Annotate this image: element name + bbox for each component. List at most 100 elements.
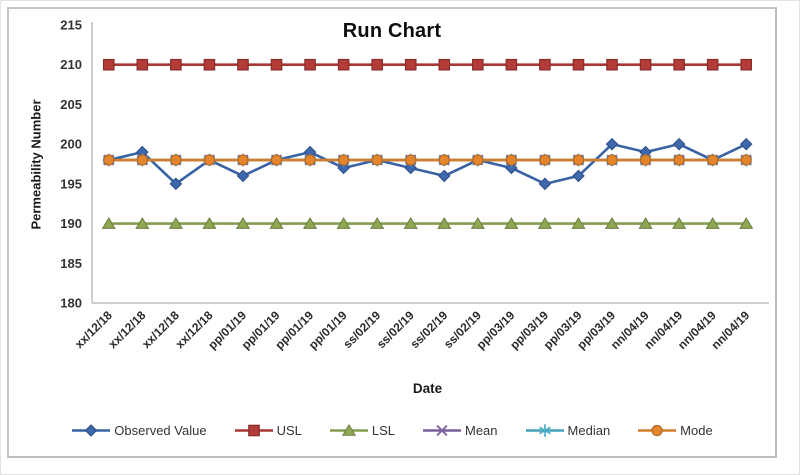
usl-marker (371, 58, 383, 71)
observed-value-marker (538, 177, 552, 191)
y-tick-label: 195 (60, 176, 82, 191)
usl-marker (740, 58, 753, 71)
y-tick-label: 205 (60, 97, 82, 112)
legend-label: Mean (465, 423, 498, 438)
lsl-marker (403, 216, 418, 229)
lsl-marker (269, 216, 284, 229)
usl-marker (472, 58, 484, 71)
usl-marker (438, 58, 451, 71)
observed-value-marker (236, 169, 250, 183)
usl-marker (572, 58, 585, 71)
legend-label: USL (276, 423, 302, 438)
lsl-marker (437, 216, 452, 229)
usl-marker (337, 58, 350, 71)
mode-marker (707, 154, 719, 166)
usl-marker (539, 58, 551, 71)
observed-value-marker (605, 137, 619, 151)
observed-value-marker (169, 177, 183, 191)
legend-square-icon (247, 424, 260, 437)
y-tick-label: 180 (60, 296, 82, 311)
mode-marker (673, 154, 685, 166)
legend-x-icon (436, 425, 448, 436)
mode-marker (270, 154, 283, 166)
legend-label: LSL (371, 423, 395, 438)
legend-marker-lsl (329, 423, 368, 436)
mode-marker (639, 154, 652, 166)
mode-marker (438, 154, 450, 166)
series-observed-value[interactable] (102, 137, 753, 191)
lsl-marker (336, 216, 351, 229)
legend-label: Observed Value (114, 423, 207, 438)
lsl-marker (101, 216, 116, 229)
legend-item-mean[interactable]: Mean (422, 423, 498, 438)
legend-marker-usl (234, 424, 273, 437)
y-tick-label: 185 (60, 256, 82, 271)
legend-marker-observed-value (72, 424, 111, 437)
observed-value-marker (337, 161, 350, 175)
legend-label: Median (567, 423, 611, 438)
lsl-marker (571, 216, 586, 229)
y-tick-label: 190 (60, 216, 82, 231)
mode-marker (103, 154, 115, 166)
usl-marker (136, 58, 149, 71)
lsl-marker (739, 216, 754, 229)
mode-marker (572, 154, 585, 166)
y-tick-label: 215 (60, 18, 82, 33)
legend-item-mode[interactable]: Mode (637, 423, 713, 438)
mode-marker (203, 154, 216, 166)
usl-marker (237, 58, 249, 71)
usl-marker (102, 58, 115, 71)
lsl-marker (168, 216, 183, 229)
observed-value-marker (739, 137, 753, 151)
usl-marker (606, 58, 618, 71)
usl-marker (404, 58, 417, 71)
legend-item-observed-value[interactable]: Observed Value (71, 423, 207, 438)
legend-marker-mode (638, 424, 677, 437)
legend-item-median[interactable]: Median (525, 423, 611, 438)
observed-value-marker (505, 161, 518, 175)
usl-marker (505, 58, 518, 71)
legend-triangle-icon (341, 423, 356, 436)
mode-marker (405, 154, 417, 166)
mode-marker (740, 154, 752, 166)
lsl-marker (370, 216, 385, 229)
lsl-marker (470, 216, 485, 229)
legend-item-usl[interactable]: USL (234, 423, 302, 438)
legend-diamond-icon (84, 424, 98, 437)
lsl-marker (537, 216, 553, 229)
chart-title: Run Chart (342, 20, 442, 42)
usl-marker (673, 58, 685, 71)
lsl-marker (235, 216, 251, 229)
mode-marker (606, 154, 618, 166)
usl-marker (706, 58, 719, 71)
lsl-marker (302, 216, 318, 229)
usl-marker (170, 58, 182, 71)
lsl-marker (604, 216, 620, 229)
mode-marker (472, 154, 484, 166)
axes (91, 22, 769, 304)
plot-area: 180185190195200205210215xx/12/18xx/12/18… (60, 18, 769, 352)
lsl-marker (672, 216, 687, 229)
usl-marker (203, 58, 216, 71)
observed-value-marker (404, 161, 418, 175)
x-axis-title: Date (412, 381, 443, 396)
mode-marker (505, 154, 517, 166)
lsl-marker (504, 216, 519, 229)
mode-marker (338, 154, 350, 166)
usl-marker (639, 58, 652, 71)
legend-asterisk-icon (538, 424, 551, 437)
mode-marker (237, 154, 249, 166)
usl-marker (270, 58, 283, 71)
mode-marker (170, 154, 182, 166)
lsl-marker (638, 216, 653, 229)
series-mode[interactable] (103, 154, 752, 166)
usl-marker (304, 58, 316, 71)
legend: Observed Value USL LSL Mean Median Mode (9, 423, 775, 438)
y-tick-label: 210 (60, 57, 82, 72)
observed-value-marker (672, 137, 686, 151)
lsl-marker (202, 216, 217, 229)
legend-item-lsl[interactable]: LSL (329, 423, 395, 438)
lsl-marker (705, 216, 720, 229)
series-usl[interactable] (102, 58, 753, 71)
series-lsl[interactable] (101, 216, 754, 229)
